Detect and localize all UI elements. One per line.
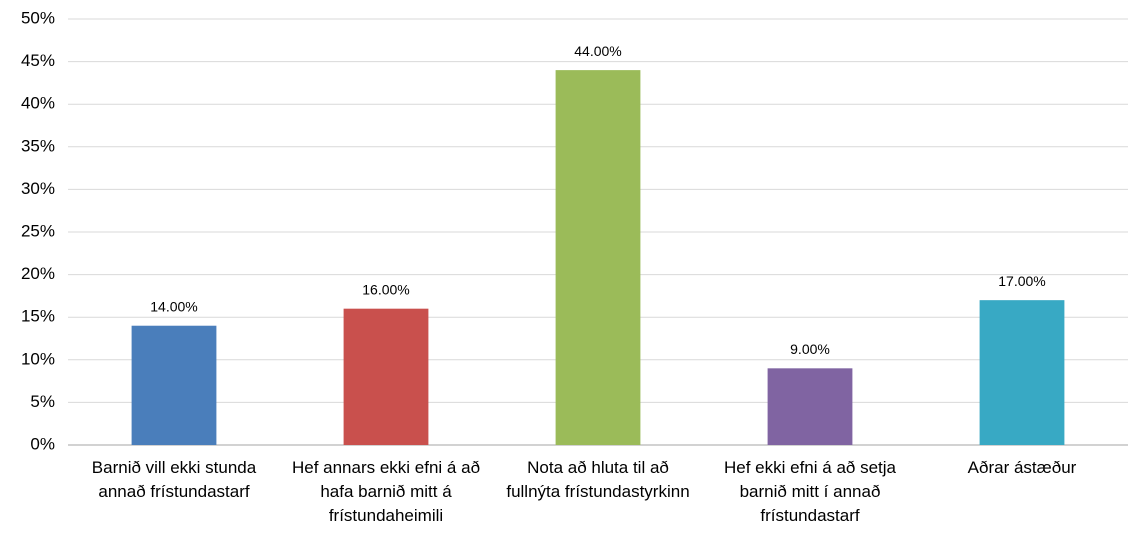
data-label: 9.00%	[790, 341, 830, 357]
x-tick-label: Barnið vill ekki stunda annað frístundas…	[91, 458, 257, 501]
y-tick-label: 45%	[21, 51, 55, 70]
bar	[979, 300, 1065, 445]
y-tick-label: 25%	[21, 221, 55, 240]
data-label: 17.00%	[998, 273, 1045, 289]
y-tick-label: 35%	[21, 136, 55, 155]
bar	[131, 325, 217, 445]
data-label: 14.00%	[150, 298, 197, 314]
data-label: 16.00%	[362, 281, 409, 297]
x-tick-label: Aðrar ástæður	[967, 458, 1077, 477]
y-tick-label: 0%	[30, 434, 55, 453]
y-tick-label: 50%	[21, 8, 55, 27]
data-label: 44.00%	[574, 43, 621, 59]
y-tick-label: 20%	[21, 264, 55, 283]
bar	[343, 308, 429, 445]
bar	[767, 368, 853, 445]
x-tick-label: Nota að hluta til að fullnýta frístundas…	[506, 458, 690, 501]
y-tick-label: 15%	[21, 307, 55, 326]
bar	[555, 70, 641, 446]
x-tick-label: Hef ekki efni á að setja barnið mitt í a…	[724, 458, 896, 525]
x-tick-label: Hef annars ekki efni á að hafa barnið mi…	[291, 458, 481, 525]
y-tick-label: 40%	[21, 94, 55, 113]
y-tick-label: 10%	[21, 349, 55, 368]
y-tick-label: 5%	[30, 392, 55, 411]
y-tick-label: 30%	[21, 179, 55, 198]
